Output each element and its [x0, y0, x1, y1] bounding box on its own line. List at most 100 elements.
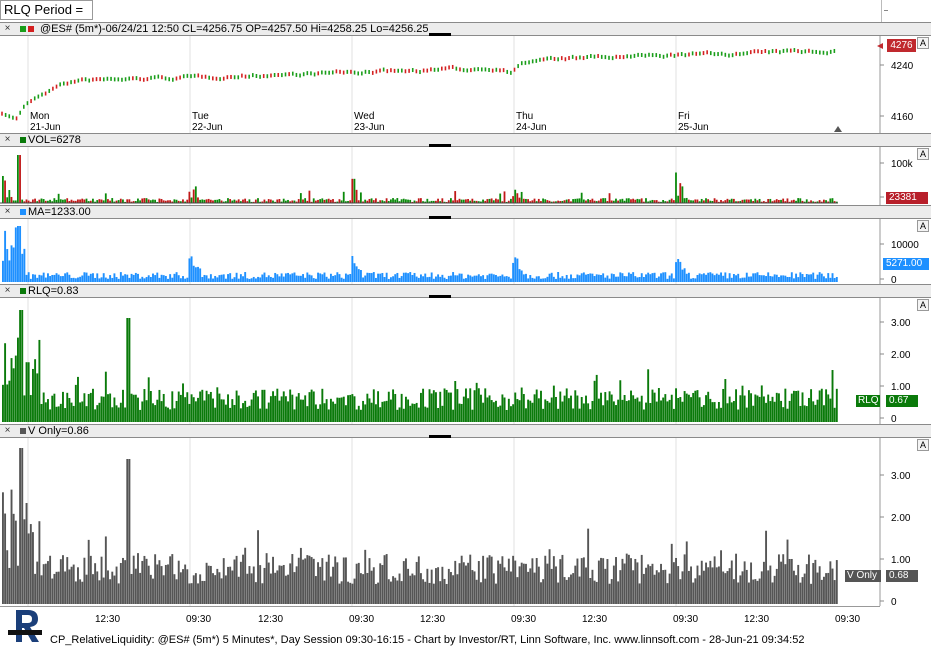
rlq-bar — [724, 379, 727, 422]
volume-bar — [38, 199, 41, 203]
vonly-bar — [398, 573, 401, 604]
price-autoscale-button[interactable]: A — [917, 37, 929, 49]
volume-bar — [683, 198, 686, 203]
vonly-bar — [47, 561, 49, 604]
rlq-bar — [239, 408, 242, 422]
vonly-bar — [792, 570, 795, 604]
vonly-bar — [357, 562, 360, 604]
vonly-bar — [428, 582, 431, 604]
ma-bar — [492, 274, 495, 282]
volume-bar — [795, 200, 797, 203]
ma-bar — [259, 277, 262, 282]
vol-autoscale-button[interactable]: A — [917, 148, 929, 160]
rlq-bar — [743, 395, 746, 422]
vonly-bar — [458, 563, 461, 604]
rlq-bar — [44, 402, 47, 422]
rlq-bar — [617, 399, 620, 422]
rlq-bar — [540, 390, 542, 422]
vonly-bar — [456, 574, 459, 604]
rlq-bar — [589, 409, 592, 422]
volume-bar — [248, 199, 251, 203]
vol-header-label: VOL=6278 — [28, 134, 81, 146]
volume-bar — [98, 199, 101, 203]
rlq-bar — [535, 389, 538, 422]
ma-autoscale-button[interactable]: A — [917, 220, 929, 232]
volume-bar — [259, 201, 262, 203]
close-pane-icon[interactable]: × — [4, 23, 11, 34]
rlq-bar — [130, 393, 133, 422]
rlq-bar — [357, 405, 360, 422]
rlq-bar — [209, 391, 212, 422]
ma-bar — [471, 276, 474, 282]
rlq-bar — [780, 400, 783, 422]
volume-bar — [420, 198, 422, 203]
vonly-bar — [522, 563, 525, 604]
vonly-bar — [670, 543, 673, 604]
vonly-bar — [820, 579, 823, 604]
rlq-header-label: RLQ=0.83 — [28, 285, 79, 297]
vonly-bar — [272, 556, 274, 604]
volume-bar — [355, 189, 358, 203]
ma-bar — [702, 273, 705, 282]
vonly-bar — [212, 573, 214, 604]
vonly-bar — [786, 539, 789, 604]
axis-label: 4240 — [891, 61, 914, 72]
ma-bar — [606, 275, 609, 282]
rlq-bar — [81, 401, 84, 422]
pane-resize-handle[interactable] — [429, 144, 451, 147]
rlq-bar — [351, 394, 354, 422]
rlq-bar — [518, 400, 521, 422]
vonly-bar — [546, 563, 549, 604]
rlq-bar — [542, 408, 545, 422]
ma-bar — [467, 274, 470, 282]
ma-bar — [295, 275, 298, 282]
vonly-bar — [289, 563, 292, 604]
ma-bar — [342, 278, 345, 282]
rlq-autoscale-button[interactable]: A — [917, 299, 929, 311]
ma-bar — [833, 278, 836, 282]
vonly-autoscale-button[interactable]: A — [917, 439, 929, 451]
volume-bar — [428, 201, 431, 203]
vonly-bar — [327, 554, 330, 604]
ma-bar — [137, 273, 139, 282]
rlq-bar — [404, 396, 407, 422]
ma-bar — [278, 276, 281, 282]
pane-resize-handle[interactable] — [429, 435, 451, 438]
volume-bar — [687, 199, 690, 203]
rlq-bar — [662, 397, 665, 422]
volume-bar — [102, 200, 105, 203]
ma-bar — [546, 276, 549, 282]
close-pane-icon[interactable]: × — [4, 285, 11, 296]
ma-bar — [439, 276, 442, 282]
pane-resize-handle[interactable] — [429, 33, 451, 36]
volume-bar — [546, 200, 549, 203]
pane-resize-handle[interactable] — [429, 295, 451, 298]
volume-bar — [486, 199, 489, 203]
volume-bar — [775, 199, 778, 203]
vonly-bar — [235, 555, 238, 604]
vonly-bar — [308, 555, 311, 604]
rlq-bar — [392, 389, 395, 422]
ma-bar — [308, 274, 311, 282]
rlq-bar — [495, 400, 497, 422]
ma-bar — [717, 274, 720, 282]
ma-bar — [563, 278, 566, 282]
rlq-bar — [299, 399, 302, 422]
close-pane-icon[interactable]: × — [4, 425, 11, 436]
rlq-bar — [74, 384, 77, 422]
ma-bar — [758, 275, 761, 282]
pane-resize-handle[interactable] — [429, 216, 451, 219]
vonly-bar — [306, 555, 309, 604]
volume-bar — [362, 201, 364, 203]
rlq-bar — [497, 406, 500, 422]
volume-bar — [64, 199, 66, 203]
close-pane-icon[interactable]: × — [4, 134, 11, 145]
rlq-bar — [741, 385, 744, 422]
vonly-bar — [295, 566, 298, 604]
time-axis-footer: 12:30 09:30 12:30 09:30 12:30 09:30 12:30 09:30… — [0, 606, 931, 647]
volume-bar — [705, 198, 707, 203]
volume-bar — [353, 178, 356, 203]
rlq-bar — [720, 407, 723, 422]
rlq-bar — [282, 391, 285, 422]
close-pane-icon[interactable]: × — [4, 206, 11, 217]
